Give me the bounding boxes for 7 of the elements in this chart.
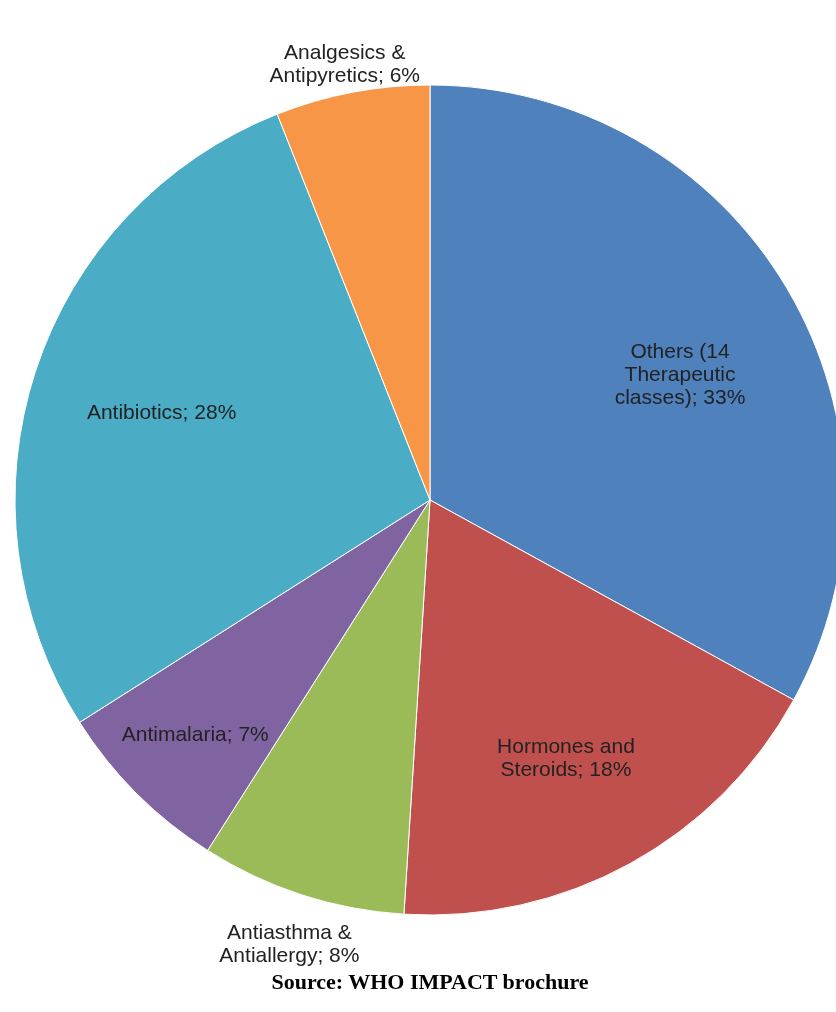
slice-label: Hormones and Steroids; 18% (497, 734, 635, 781)
slice-label: Antimalaria; 7% (121, 721, 269, 745)
slice-label: Analgesics & Antipyretics; 6% (269, 40, 421, 87)
source-note: Source: WHO IMPACT brochure (271, 968, 589, 994)
slice-label: Antibiotics; 28% (86, 399, 237, 423)
slice-label: Others (14 Therapeutic classes); 33% (614, 339, 746, 409)
slice-label: Antiasthma & Antiallergy; 8% (219, 919, 360, 966)
